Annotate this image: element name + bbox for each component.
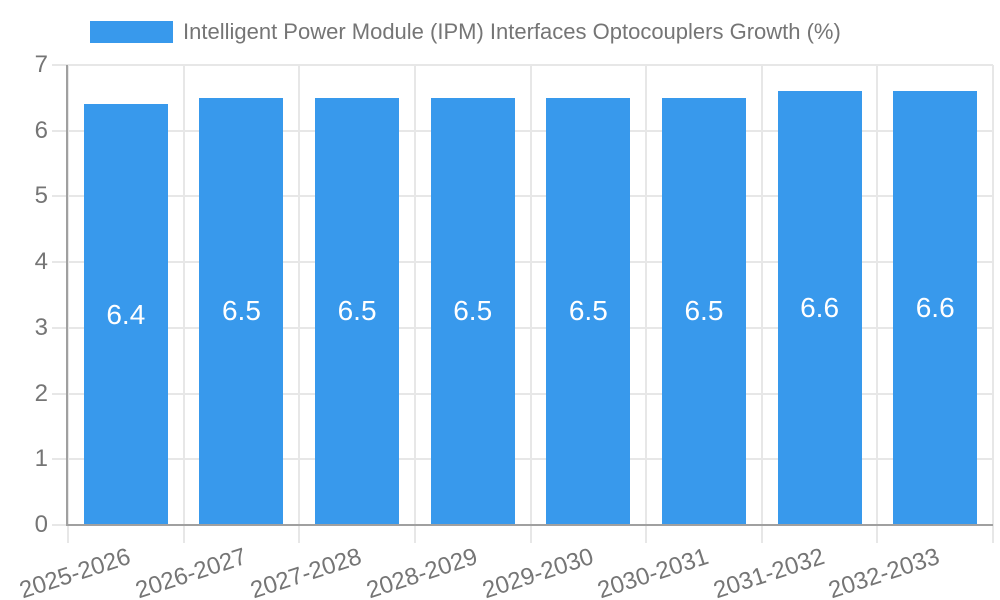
x-tick-label: 2026-2027: [131, 543, 250, 600]
x-tick-label: 2027-2028: [247, 543, 366, 600]
y-tick-label: 3: [34, 313, 48, 341]
y-tick-label: 5: [34, 182, 48, 210]
x-gridline: [413, 65, 416, 543]
x-tick-label: 2029-2030: [478, 543, 597, 600]
x-axis-line: [66, 524, 993, 526]
y-gridline: [52, 326, 993, 329]
bar[interactable]: [893, 91, 978, 524]
y-tick-label: 4: [34, 248, 48, 276]
bar[interactable]: [430, 97, 515, 524]
y-gridline: [52, 392, 993, 395]
bar-value-label: 6.5: [453, 295, 493, 327]
x-gridline: [529, 65, 532, 543]
y-tick-label: 7: [34, 51, 48, 78]
bar-value-label: 6.5: [684, 295, 724, 327]
bar-value-label: 6.4: [106, 298, 146, 330]
y-tick-label: 2: [34, 379, 48, 407]
x-gridline: [67, 65, 69, 543]
y-gridline: [52, 129, 993, 132]
legend-item[interactable]: Intelligent Power Module (IPM) Interface…: [90, 20, 841, 44]
bar[interactable]: [546, 97, 631, 524]
x-gridline: [876, 65, 879, 543]
x-tick-label: 2031-2032: [710, 543, 828, 600]
bar[interactable]: [777, 91, 862, 524]
x-gridline: [645, 65, 648, 543]
legend-label: Intelligent Power Module (IPM) Interface…: [183, 19, 841, 44]
bar-value-label: 6.5: [568, 295, 608, 327]
y-gridline: [52, 64, 993, 66]
bar[interactable]: [199, 97, 284, 524]
x-tick-label: 2032-2033: [825, 543, 944, 600]
x-gridline: [992, 65, 994, 543]
x-tick-label: 2025-2026: [16, 543, 134, 600]
y-gridline: [52, 195, 993, 198]
x-tick-label: 2028-2029: [363, 543, 481, 600]
y-tick-label: 1: [34, 445, 48, 473]
x-gridline: [182, 65, 185, 543]
bar-value-label: 6.5: [221, 295, 261, 327]
x-gridline: [760, 65, 763, 543]
bar-value-label: 6.5: [337, 295, 377, 327]
y-tick-label: 0: [34, 511, 48, 538]
bar[interactable]: [83, 104, 168, 524]
x-gridline: [298, 65, 301, 543]
bar[interactable]: [661, 97, 746, 524]
x-tick-label: 2030-2031: [594, 543, 712, 600]
y-axis-line: [66, 65, 68, 525]
bar[interactable]: [315, 97, 400, 524]
bar-value-label: 6.6: [915, 292, 955, 324]
y-gridline: [52, 261, 993, 264]
y-tick-label: 6: [34, 116, 48, 144]
legend-swatch: [90, 21, 173, 43]
bar-value-label: 6.6: [800, 292, 840, 324]
y-gridline: [52, 458, 993, 461]
